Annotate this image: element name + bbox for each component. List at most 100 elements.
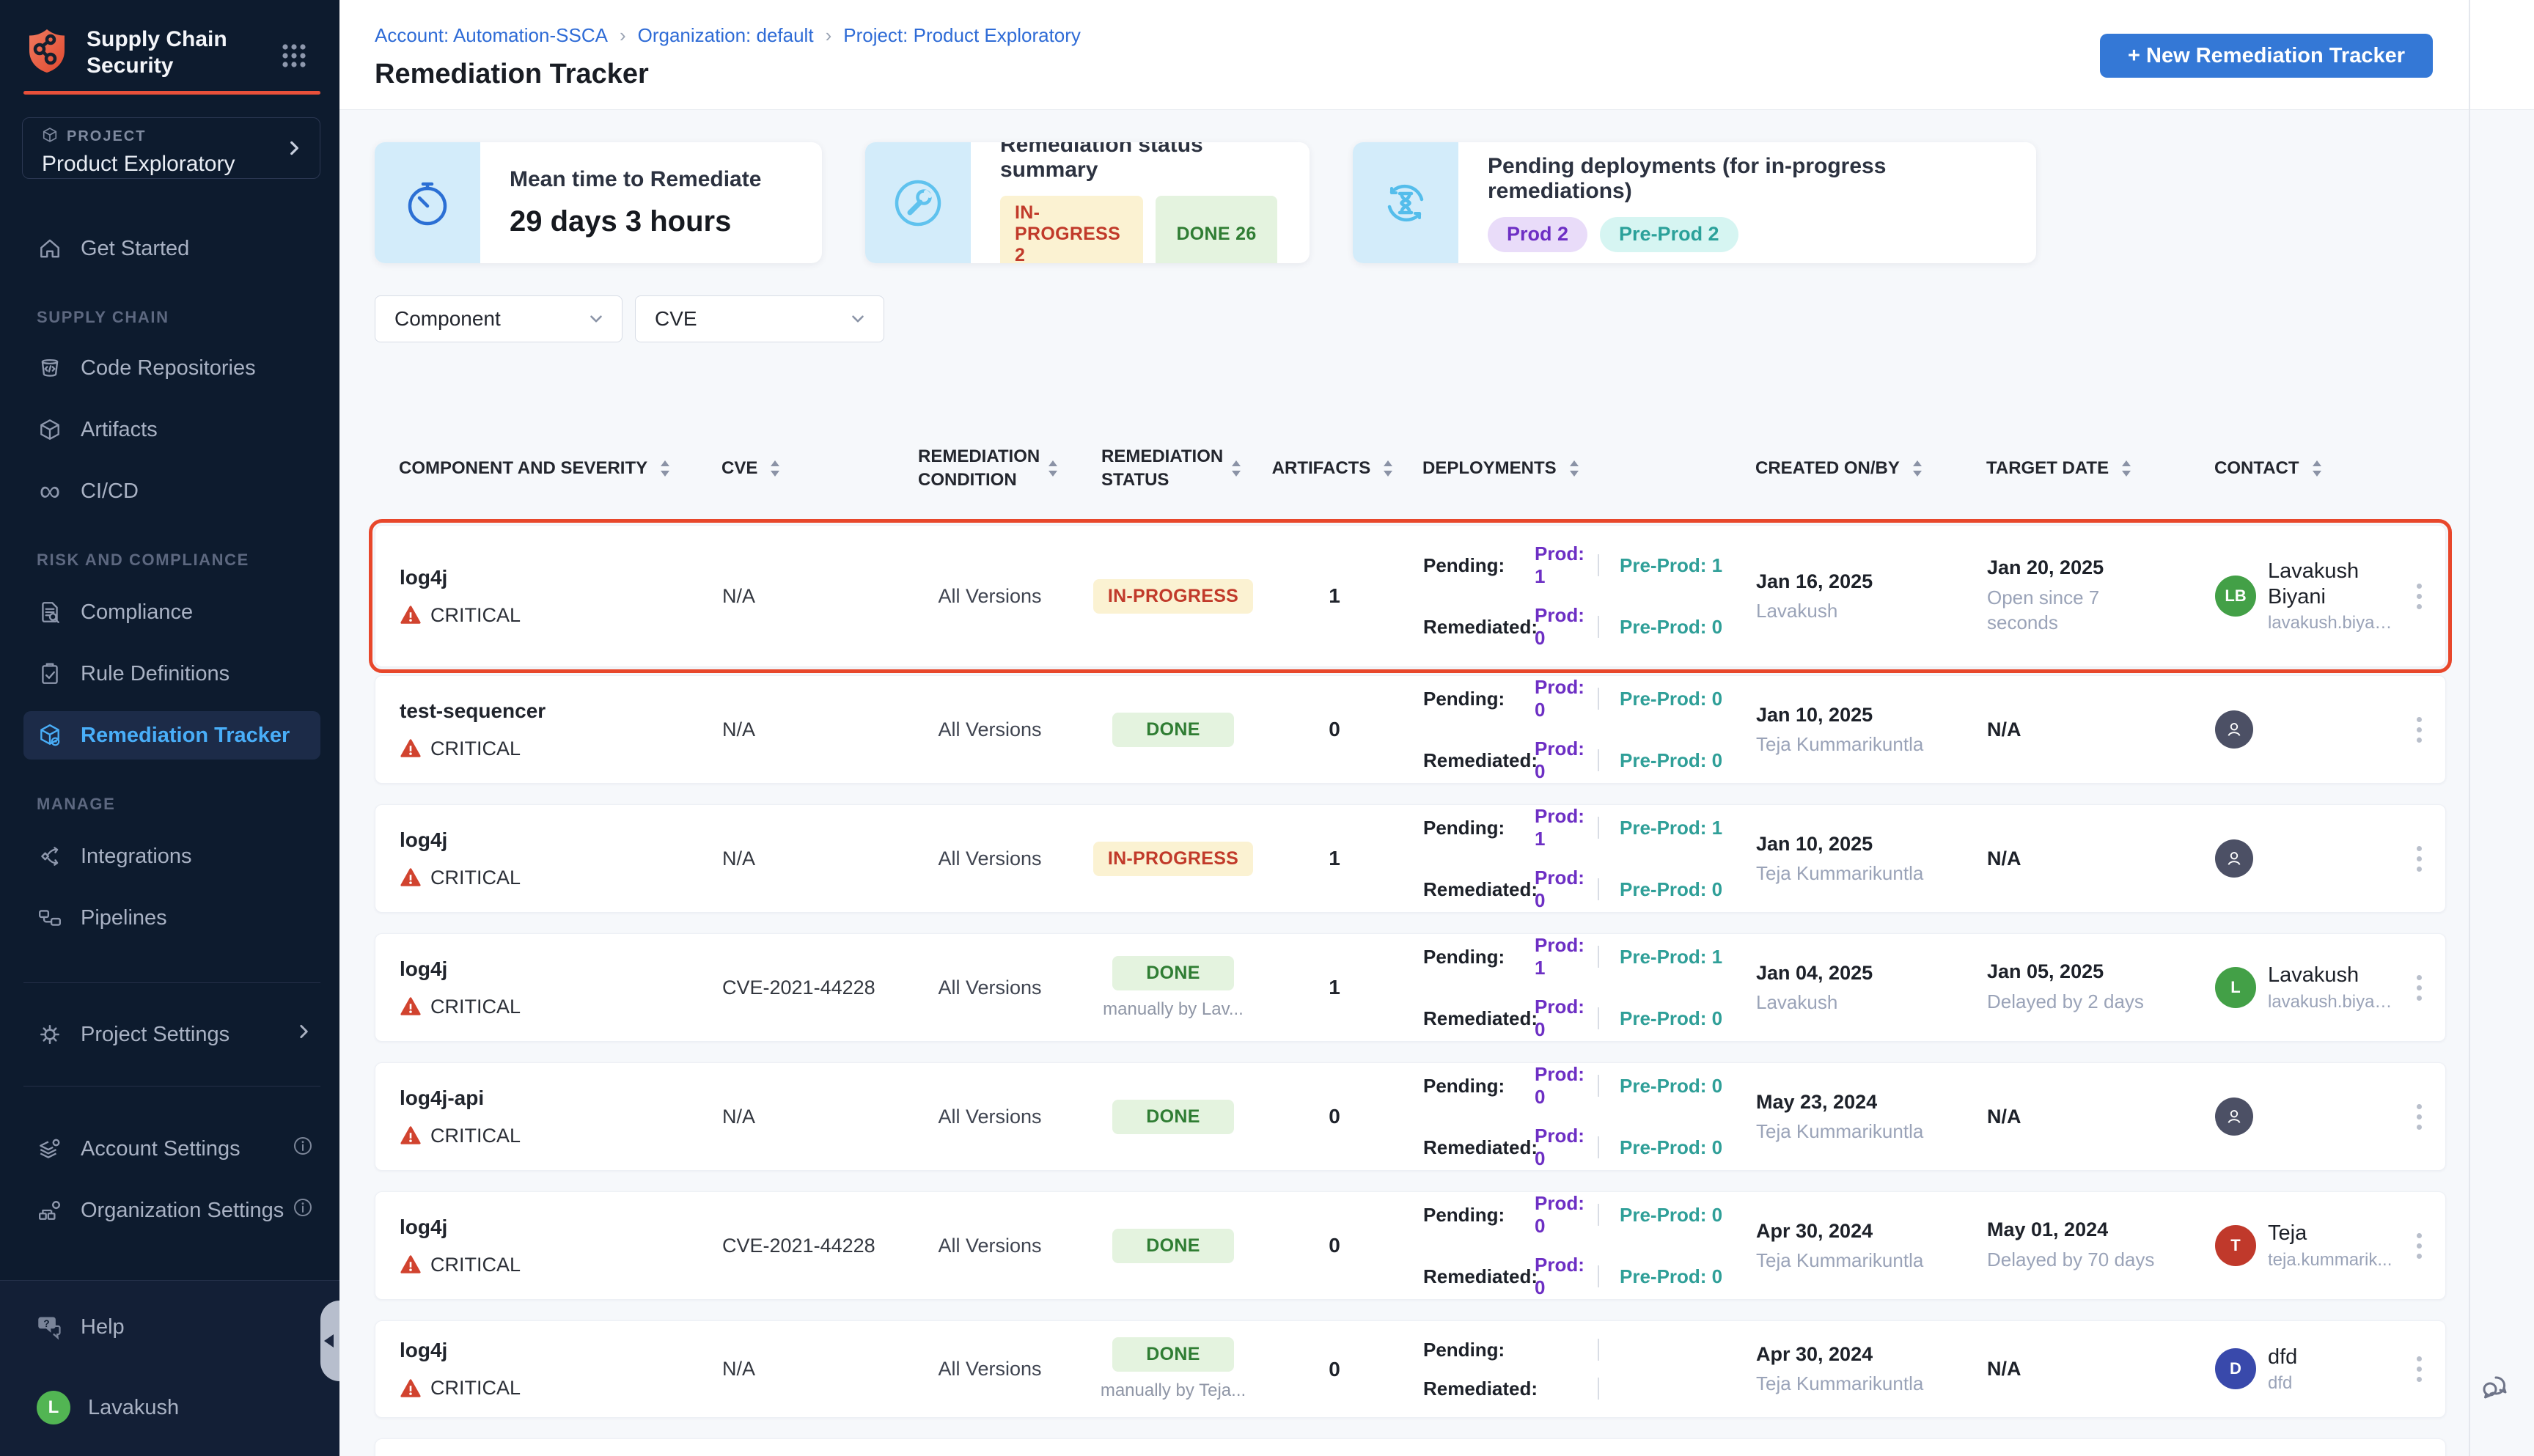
column-header-cve[interactable]: CVE: [721, 457, 905, 480]
user-name: Lavakush: [88, 1395, 180, 1419]
table-row[interactable]: log4j CRITICAL CVE-2021-44228 All Versions D…: [375, 933, 2446, 1042]
component-cell: test-sequencer CRITICAL: [400, 699, 722, 760]
chat-bubbles-icon[interactable]: [2480, 1369, 2514, 1407]
info-icon[interactable]: [293, 1197, 313, 1224]
sidebar-item-compliance[interactable]: Compliance: [23, 588, 320, 636]
project-name: Product Exploratory: [42, 152, 235, 176]
breadcrumb-separator: ›: [619, 24, 626, 46]
sidebar-item-label: Artifacts: [81, 417, 158, 441]
severity-label: CRITICAL: [430, 737, 521, 760]
breadcrumb-account[interactable]: Account: Automation-SSCA: [375, 24, 608, 46]
row-menu-kebab-icon[interactable]: [2409, 1349, 2429, 1389]
sidebar-item-remediation-tracker[interactable]: Remediation Tracker: [23, 711, 320, 760]
table-row[interactable]: log4j-api CRITICAL N/A All Versions DONE 0 Pen…: [375, 1062, 2446, 1171]
deployment-preprod-value: Pre-Prod: 0: [1620, 1203, 1723, 1226]
sidebar-item-label: Help: [81, 1315, 125, 1339]
sidebar-collapse-handle[interactable]: [320, 1301, 339, 1381]
sidebar-item-pipelines[interactable]: Pipelines: [23, 894, 320, 942]
component-cell: log4j CRITICAL: [400, 957, 722, 1018]
sidebar-item-get-started[interactable]: Get Started: [23, 224, 320, 273]
column-header-component[interactable]: COMPONENT AND SEVERITY: [399, 457, 721, 480]
status-badge: IN-PROGRESS: [1092, 841, 1254, 876]
condition-cell: All Versions: [938, 718, 1042, 740]
sidebar-item-code-repositories[interactable]: Code Repositories: [23, 344, 320, 392]
target-date: May 01, 2024: [1987, 1218, 2109, 1241]
sidebar-item-account-settings[interactable]: Account Settings: [23, 1125, 320, 1173]
column-header-status[interactable]: REMEDIATION STATUS: [1073, 445, 1271, 493]
column-header-target[interactable]: TARGET DATE: [1972, 457, 2206, 480]
cve-filter-select[interactable]: CVE: [635, 295, 884, 342]
sidebar-item-project-settings[interactable]: Project Settings: [23, 1010, 320, 1059]
sidebar-item-artifacts[interactable]: Artifacts: [23, 405, 320, 454]
info-icon[interactable]: [293, 1136, 313, 1162]
deployments-cell: Pending: Prod: 0 Pre-Prod: 0 Remediated: Pro…: [1397, 676, 1741, 783]
column-header-contact[interactable]: CONTACT: [2206, 457, 2392, 480]
column-header-condition[interactable]: REMEDIATION CONDITION: [905, 445, 1073, 493]
breadcrumb-organization[interactable]: Organization: default: [637, 24, 814, 46]
scrollbar-track[interactable]: [2469, 0, 2470, 1456]
row-menu-kebab-icon[interactable]: [2409, 968, 2429, 1008]
critical-severity-icon: [400, 606, 421, 624]
contact-cell: [2206, 839, 2393, 878]
severity-label: CRITICAL: [430, 603, 521, 626]
row-menu-kebab-icon[interactable]: [2409, 839, 2429, 879]
user-avatar: L: [37, 1391, 70, 1424]
divider: [1598, 1339, 1599, 1361]
sidebar-item-integrations[interactable]: Integrations: [23, 832, 320, 880]
app-switcher-grid-icon[interactable]: [281, 43, 307, 73]
deployment-prod-value: Prod: 0: [1535, 996, 1584, 1040]
table-row[interactable]: log4j CRITICAL N/A All Versions DONE manually…: [375, 1320, 2446, 1418]
table-body: log4j CRITICAL N/A All Versions IN-PROGRESS 1…: [369, 519, 2452, 1456]
deployment-line: Pending: Prod: 0 Pre-Prod: 0: [1423, 1063, 1741, 1108]
deployment-prod-value: Prod: 1: [1535, 934, 1584, 979]
column-header-created[interactable]: CREATED ON/BY: [1741, 457, 1972, 480]
deployment-preprod-value: Pre-Prod: 0: [1620, 1136, 1723, 1158]
breadcrumb-project[interactable]: Project: Product Exploratory: [843, 24, 1081, 46]
row-menu-kebab-icon[interactable]: [2409, 576, 2429, 617]
column-header-artifacts[interactable]: ARTIFACTS: [1271, 457, 1396, 480]
deployment-preprod-value: Pre-Prod: 0: [1620, 687, 1723, 710]
sidebar-user[interactable]: L Lavakush: [23, 1383, 320, 1432]
target-date: Jan 20, 2025: [1987, 556, 2104, 579]
status-badge: DONE: [1112, 955, 1234, 990]
column-header-deployments[interactable]: DEPLOYMENTS: [1396, 457, 1741, 480]
table-row[interactable]: log4j CRITICAL N/A All Versions IN-PROGRESS 1…: [369, 519, 2452, 673]
divider: [1598, 749, 1599, 771]
row-menu-kebab-icon[interactable]: [2409, 1097, 2429, 1137]
critical-severity-icon: [400, 868, 421, 886]
target-note: Open since 7 seconds: [1987, 587, 2100, 633]
deployment-line: Remediated: Prod: 0 Pre-Prod: 0: [1423, 738, 1741, 783]
pipelines-icon: [37, 905, 63, 931]
row-menu-kebab-icon[interactable]: [2409, 1226, 2429, 1266]
sort-icon: [2312, 460, 2321, 477]
table-row[interactable]: log4j CRITICAL CVE-2021-44228 All Versions D…: [375, 1191, 2446, 1300]
sidebar-item-cicd[interactable]: ∞ CI/CD: [23, 467, 320, 515]
deployment-preprod-value: Pre-Prod: 1: [1620, 945, 1723, 968]
new-remediation-tracker-button[interactable]: + New Remediation Tracker: [2100, 34, 2433, 78]
document-search-icon: [37, 599, 63, 625]
created-by: Teja Kummarikuntla: [1756, 861, 1924, 884]
deployment-label: Remediated:: [1423, 1136, 1538, 1158]
target-date: N/A: [1987, 1358, 2021, 1380]
wrench-circle-icon: [865, 142, 971, 263]
contact-cell: [2206, 710, 2393, 749]
integrations-icon: [37, 843, 63, 869]
sidebar-item-rule-definitions[interactable]: Rule Definitions: [23, 650, 320, 698]
sidebar-item-label: Integrations: [81, 844, 192, 868]
row-menu-kebab-icon[interactable]: [2409, 710, 2429, 750]
contact-email: lavakush.biyan...: [2268, 613, 2394, 633]
component-filter-select[interactable]: Component: [375, 295, 623, 342]
severity-label: CRITICAL: [430, 1253, 521, 1276]
project-selector[interactable]: PROJECT Product Exploratory: [22, 117, 320, 179]
divider: [23, 982, 320, 983]
artifacts-cell: 0: [1329, 1234, 1340, 1257]
table-row[interactable]: log4j CRITICAL N/A All Versions IN-PROGRESS 1…: [375, 804, 2446, 913]
created-date: Apr 30, 2024: [1756, 1219, 1873, 1242]
cve-filter-label: CVE: [655, 307, 697, 330]
table-row[interactable]: log4jCRITICALHHarness...: [375, 1438, 2446, 1456]
app-logo: Supply Chain Security: [23, 26, 255, 79]
sidebar-item-organization-settings[interactable]: Organization Settings: [23, 1186, 320, 1235]
divider: [1598, 688, 1599, 710]
table-row[interactable]: test-sequencer CRITICAL N/A All Versions DON…: [375, 675, 2446, 784]
sidebar-item-help[interactable]: ? Help: [23, 1303, 320, 1351]
